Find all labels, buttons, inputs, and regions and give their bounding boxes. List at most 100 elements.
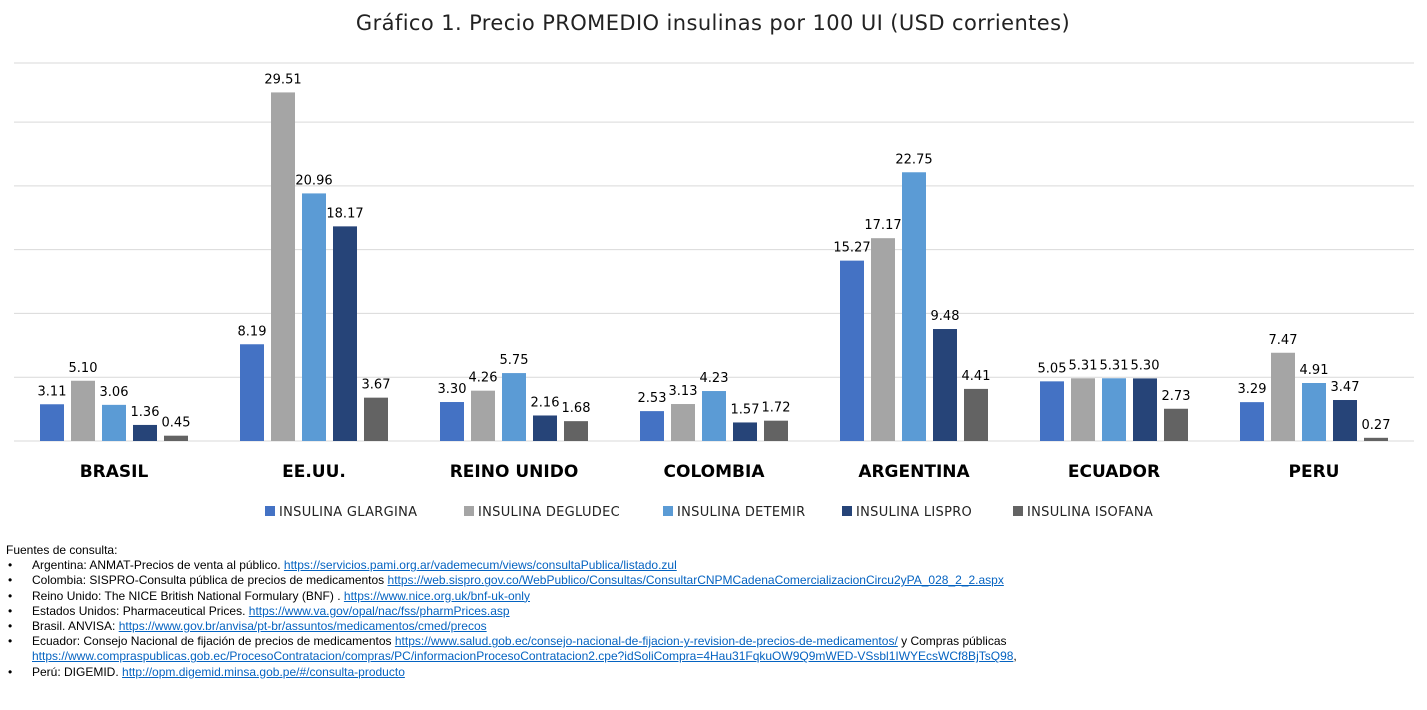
bar bbox=[1333, 400, 1357, 441]
data-label: 3.30 bbox=[438, 382, 467, 397]
category-label: BRASIL bbox=[80, 462, 149, 482]
legend-swatch bbox=[1013, 506, 1023, 516]
bar bbox=[364, 397, 388, 441]
bar bbox=[1240, 402, 1264, 441]
legend-swatch bbox=[464, 506, 474, 516]
source-argentina: Argentina: ANMAT-Precios de venta al púb… bbox=[6, 558, 1421, 573]
bar bbox=[1133, 378, 1157, 441]
data-label: 5.05 bbox=[1038, 361, 1067, 376]
legend-label: INSULINA DETEMIR bbox=[677, 505, 805, 520]
data-label: 17.17 bbox=[864, 218, 901, 233]
data-label: 20.96 bbox=[295, 173, 332, 188]
source-peru: Perú: DIGEMID. http://opm.digemid.minsa.… bbox=[6, 665, 1421, 680]
data-label: 1.57 bbox=[731, 402, 760, 417]
bar bbox=[440, 402, 464, 441]
source-text: Ecuador: Consejo Nacional de fijación de… bbox=[32, 634, 395, 649]
source-text: Argentina: ANMAT-Precios de venta al púb… bbox=[32, 558, 284, 573]
source-colombia: Colombia: SISPRO-Consulta pública de pre… bbox=[6, 573, 1421, 588]
data-label: 1.36 bbox=[131, 405, 160, 420]
bar bbox=[1071, 378, 1095, 441]
bar bbox=[240, 344, 264, 441]
bar bbox=[933, 329, 957, 441]
data-label: 4.23 bbox=[700, 371, 729, 386]
source-text: Reino Unido: The NICE British National F… bbox=[32, 588, 344, 603]
bar bbox=[702, 391, 726, 441]
data-label: 0.45 bbox=[162, 416, 191, 431]
data-label: 9.48 bbox=[931, 309, 960, 324]
source-ecuador: Ecuador: Consejo Nacional de fijación de… bbox=[6, 634, 1421, 664]
data-label: 4.41 bbox=[962, 369, 991, 384]
source-link[interactable]: https://www.salud.gob.ec/consejo-naciona… bbox=[394, 634, 898, 649]
category-labels: BRASIL EE.UU. REINO UNIDO COLOMBIA ARGENTINA… bbox=[80, 462, 1340, 482]
bar bbox=[1040, 381, 1064, 441]
data-label: 3.11 bbox=[38, 384, 67, 399]
source-text: Brasil. ANVISA: bbox=[32, 619, 119, 634]
bar bbox=[71, 380, 95, 441]
bar bbox=[333, 226, 357, 441]
category-label: COLOMBIA bbox=[664, 462, 766, 482]
source-link[interactable]: https://servicios.pami.org.ar/vademecum/… bbox=[283, 558, 677, 573]
data-label: 5.75 bbox=[500, 353, 529, 368]
legend-swatch bbox=[663, 506, 673, 516]
legend-label: INSULINA GLARGINA bbox=[279, 505, 417, 520]
category-label: ARGENTINA bbox=[858, 462, 970, 482]
bar bbox=[964, 388, 988, 441]
data-label: 15.27 bbox=[833, 241, 870, 256]
bar bbox=[102, 404, 126, 441]
chart-title: Gráfico 1. Precio PROMEDIO insulinas por… bbox=[356, 11, 1070, 35]
bar bbox=[1102, 378, 1126, 441]
bar bbox=[164, 435, 188, 441]
bar-chart: Gráfico 1. Precio PROMEDIO insulinas por… bbox=[14, 11, 1414, 520]
legend-label: INSULINA ISOFANA bbox=[1027, 505, 1153, 520]
source-text-after: y Compras públicas bbox=[897, 634, 1007, 649]
sources-heading: Fuentes de consulta: bbox=[6, 543, 118, 557]
bar bbox=[133, 424, 157, 441]
source-link[interactable]: https://www.va.gov/opal/nac/fss/pharmPri… bbox=[248, 603, 510, 618]
data-label: 8.19 bbox=[238, 324, 267, 339]
bar bbox=[533, 415, 557, 441]
data-label: 3.67 bbox=[362, 378, 391, 393]
data-label: 4.26 bbox=[469, 371, 498, 386]
source-continuation: https://www.compraspublicas.gob.ec/Proce… bbox=[32, 649, 1421, 664]
data-label: 7.47 bbox=[1269, 333, 1298, 348]
source-brasil: Brasil. ANVISA: https://www.gov.br/anvis… bbox=[6, 619, 1421, 634]
bar bbox=[764, 420, 788, 441]
category-label: REINO UNIDO bbox=[450, 462, 579, 482]
legend-label: INSULINA LISPRO bbox=[856, 505, 972, 520]
data-label: 22.75 bbox=[895, 152, 932, 167]
bar bbox=[640, 411, 664, 441]
data-label: 18.17 bbox=[326, 206, 363, 221]
data-label: 2.16 bbox=[531, 395, 560, 410]
data-labels: 3.115.103.061.360.45 8.19 29.51 20.96 18.17 3… bbox=[38, 72, 1391, 432]
data-label: 1.72 bbox=[762, 401, 791, 416]
source-link[interactable]: https://www.nice.org.uk/bnf-uk-only bbox=[343, 588, 530, 603]
data-label: 0.27 bbox=[1362, 418, 1391, 433]
source-link[interactable]: https://web.sispro.gov.co/WebPublico/Con… bbox=[387, 573, 1004, 588]
data-label: 5.31 bbox=[1100, 358, 1129, 373]
source-link[interactable]: https://www.gov.br/anvisa/pt-br/assuntos… bbox=[118, 619, 487, 634]
source-link[interactable]: http://opm.digemid.minsa.gob.pe/#/consul… bbox=[122, 664, 405, 679]
sources-list: Argentina: ANMAT-Precios de venta al púb… bbox=[6, 558, 1421, 680]
bar bbox=[1271, 352, 1295, 441]
legend-label: INSULINA DEGLUDEC bbox=[478, 505, 620, 520]
bar bbox=[471, 390, 495, 441]
source-link-secondary[interactable]: https://www.compraspublicas.gob.ec/Proce… bbox=[32, 649, 1014, 664]
source-text: Perú: DIGEMID. bbox=[32, 664, 123, 679]
data-label: 3.47 bbox=[1331, 380, 1360, 395]
bar bbox=[271, 92, 295, 442]
bar bbox=[1364, 437, 1388, 441]
bar bbox=[40, 404, 64, 441]
bar bbox=[502, 373, 526, 441]
data-label: 5.30 bbox=[1131, 358, 1160, 373]
bar bbox=[671, 404, 695, 441]
sources-section: Fuentes de consulta: Argentina: ANMAT-Pr… bbox=[6, 543, 1421, 680]
source-text: Estados Unidos: Pharmaceutical Prices. bbox=[32, 603, 249, 618]
source-reino-unido: Reino Unido: The NICE British National F… bbox=[6, 589, 1421, 604]
data-label: 29.51 bbox=[264, 72, 301, 87]
bar bbox=[733, 422, 757, 441]
bar bbox=[871, 238, 895, 441]
data-label: 4.91 bbox=[1300, 363, 1329, 378]
data-label: 3.06 bbox=[100, 385, 129, 400]
data-label: 5.10 bbox=[69, 361, 98, 376]
bars bbox=[40, 92, 1388, 442]
